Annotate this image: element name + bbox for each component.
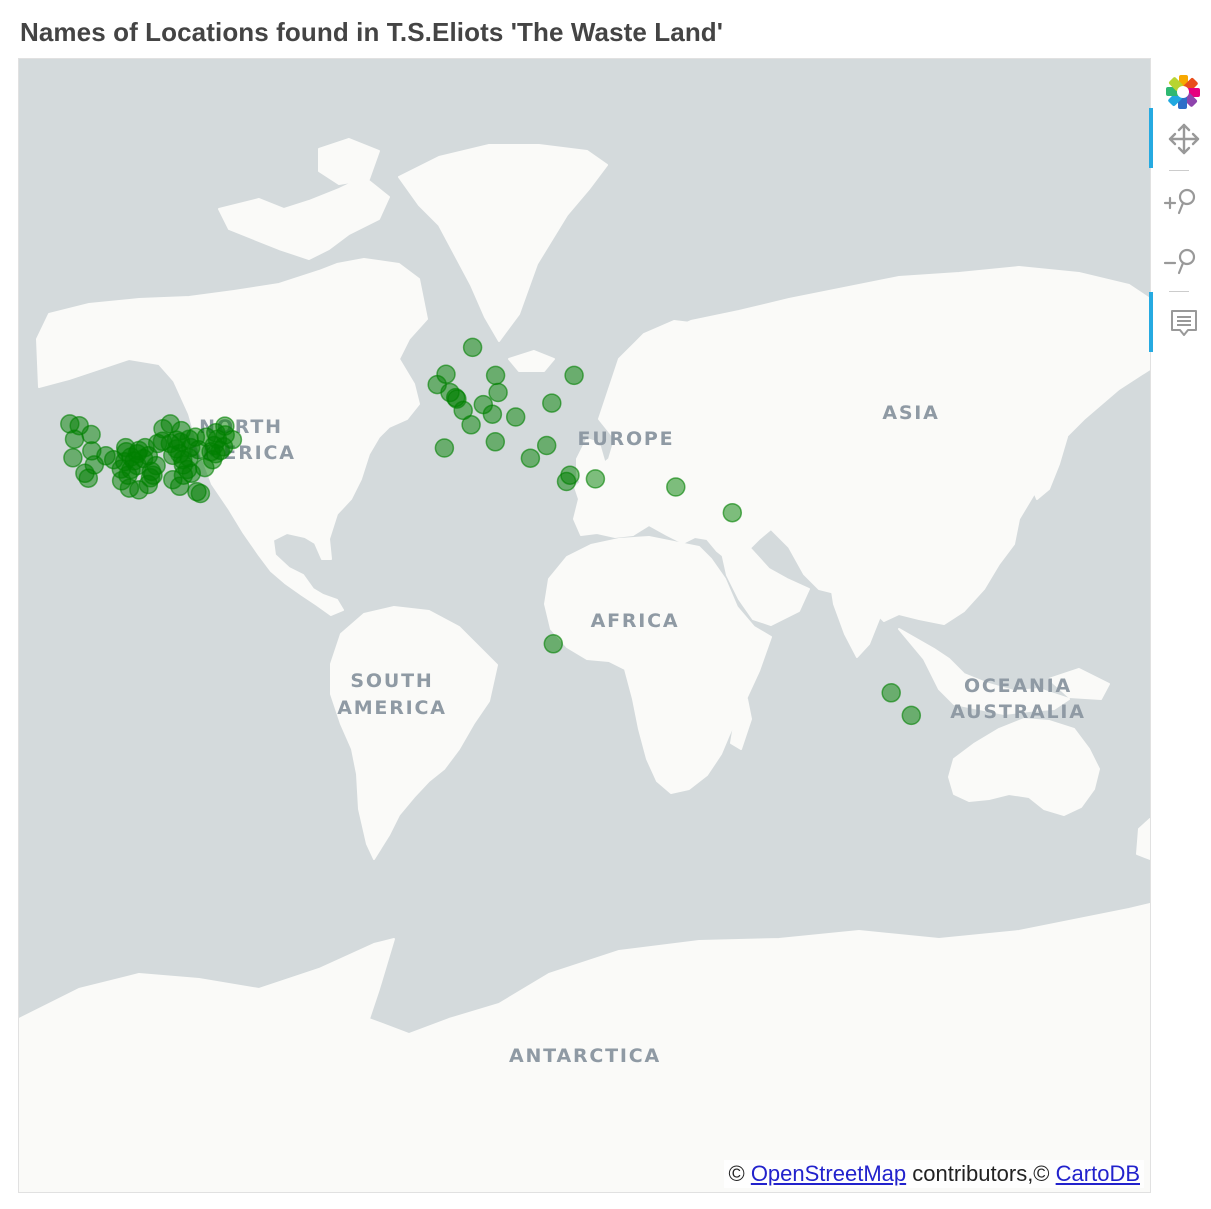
location-marker[interactable] — [179, 448, 199, 468]
location-marker[interactable] — [722, 502, 743, 523]
location-marker[interactable] — [520, 448, 541, 468]
plot-toolbar — [1149, 58, 1211, 358]
label-europe: EUROPE — [578, 428, 675, 450]
landmass-greenland — [398, 144, 608, 342]
attribution-prefix: © — [728, 1161, 745, 1186]
location-marker[interactable] — [166, 430, 187, 450]
zoom-out-button[interactable] — [1149, 232, 1211, 292]
zoom-out-icon — [1163, 248, 1196, 275]
location-marker[interactable] — [901, 705, 922, 726]
openstreetmap-link[interactable]: OpenStreetMap — [750, 1161, 907, 1186]
location-marker[interactable] — [64, 429, 85, 449]
location-marker[interactable] — [81, 424, 101, 445]
label-south-america: AMERICA — [337, 697, 447, 719]
landmass-south-america — [330, 606, 498, 860]
location-marker[interactable] — [543, 634, 564, 654]
label-oceania: OCEANIA — [964, 675, 1072, 697]
pan-icon — [1168, 123, 1200, 155]
attribution-middle: contributors,© — [912, 1161, 1050, 1186]
location-marker[interactable] — [153, 419, 173, 439]
label-antarctica: ANTARCTICA — [509, 1045, 661, 1067]
landmass-scandinavia — [608, 320, 700, 440]
location-marker[interactable] — [881, 683, 901, 703]
toolbar-divider — [1169, 170, 1189, 171]
location-marker[interactable] — [536, 435, 557, 456]
world-map[interactable]: NORTH AMERICA EUROPE ASIA AFRICA SOUTH A… — [19, 59, 1150, 1192]
page-title: Names of Locations found in T.S.Eliots '… — [20, 17, 724, 47]
location-marker[interactable] — [564, 365, 584, 386]
location-marker[interactable] — [111, 459, 132, 479]
landmass-indonesia — [898, 628, 1070, 715]
location-marker[interactable] — [488, 382, 508, 403]
landmass-arabia — [718, 538, 810, 626]
markers-layer — [60, 337, 922, 726]
location-marker[interactable] — [190, 483, 211, 504]
label-australia: AUSTRALIA — [950, 701, 1086, 723]
cartodb-link[interactable]: CartoDB — [1055, 1161, 1140, 1186]
location-marker[interactable] — [666, 477, 686, 497]
landmass-india — [826, 552, 900, 658]
bokeh-logo-button[interactable] — [1149, 58, 1211, 118]
location-marker[interactable] — [140, 468, 161, 488]
location-marker[interactable] — [485, 432, 506, 452]
map-attribution: © OpenStreetMap contributors,© CartoDB — [724, 1160, 1144, 1188]
label-south: SOUTH — [350, 670, 433, 692]
location-marker[interactable] — [434, 438, 455, 458]
location-marker[interactable] — [482, 404, 503, 424]
map-plot[interactable]: NORTH AMERICA EUROPE ASIA AFRICA SOUTH A… — [18, 58, 1151, 1193]
toolbar-divider — [1169, 291, 1189, 292]
location-marker[interactable] — [542, 393, 562, 413]
location-marker[interactable] — [169, 476, 190, 497]
location-marker[interactable] — [462, 337, 483, 358]
location-marker[interactable] — [204, 435, 224, 456]
location-marker[interactable] — [485, 365, 506, 386]
zoom-in-icon — [1163, 188, 1196, 215]
location-marker[interactable] — [63, 448, 83, 468]
zoom-in-button[interactable] — [1149, 172, 1211, 232]
landmass-iceland — [508, 350, 555, 372]
location-marker[interactable] — [461, 415, 481, 435]
landmass-madagascar — [730, 698, 752, 750]
pan-tool-button[interactable] — [1149, 108, 1211, 168]
landmass-new-guinea — [1048, 668, 1110, 700]
hover-tool-button[interactable] — [1149, 292, 1211, 352]
hover-icon — [1171, 310, 1197, 336]
location-marker[interactable] — [505, 407, 526, 427]
landmass-arctic-islands — [218, 176, 390, 260]
label-africa: AFRICA — [591, 610, 680, 632]
location-marker[interactable] — [560, 465, 580, 485]
label-asia: ASIA — [882, 402, 939, 424]
landmass-japan — [1028, 418, 1068, 500]
landmass-australia — [948, 718, 1100, 816]
landmass-africa — [544, 536, 772, 794]
landmass-new-zealand — [1136, 818, 1150, 860]
location-marker[interactable] — [585, 469, 606, 489]
landmass-baffin — [318, 138, 380, 185]
land-layer — [19, 138, 1150, 1192]
landmass-antarctica — [19, 903, 1150, 1192]
bokeh-logo-icon — [1166, 75, 1200, 109]
